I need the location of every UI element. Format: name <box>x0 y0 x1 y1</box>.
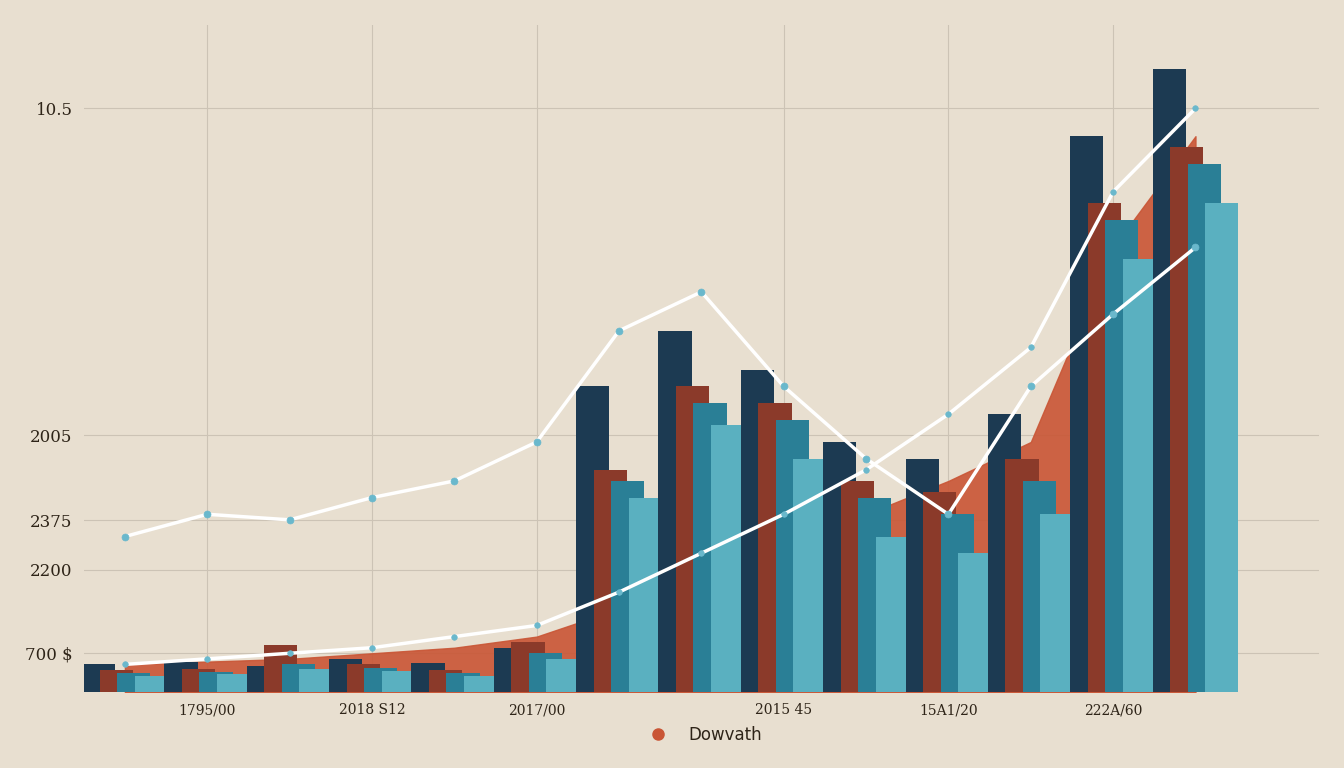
Bar <box>823 442 856 692</box>
Bar <box>1188 164 1220 692</box>
Bar <box>247 666 280 692</box>
Bar <box>612 481 644 692</box>
Bar <box>464 676 497 692</box>
Bar <box>1122 259 1156 692</box>
Bar <box>1070 136 1103 692</box>
Bar <box>1023 481 1056 692</box>
Bar <box>741 369 774 692</box>
Bar <box>99 670 133 692</box>
Bar <box>546 659 579 692</box>
Bar <box>659 331 692 692</box>
Bar <box>958 553 992 692</box>
Bar <box>117 673 151 692</box>
Bar <box>364 668 398 692</box>
Bar <box>941 515 974 692</box>
Bar <box>629 498 661 692</box>
Bar <box>841 481 874 692</box>
Bar <box>758 403 792 692</box>
Bar <box>493 647 527 692</box>
Bar <box>988 414 1021 692</box>
Bar <box>134 676 168 692</box>
Bar <box>775 420 809 692</box>
Bar <box>282 664 314 692</box>
Bar <box>265 645 297 692</box>
Bar <box>594 470 626 692</box>
Bar <box>347 664 380 692</box>
Bar <box>1206 203 1238 692</box>
Bar <box>906 458 939 692</box>
Bar <box>382 671 415 692</box>
Bar <box>446 673 480 692</box>
Bar <box>577 386 609 692</box>
Legend: Dowvath: Dowvath <box>634 720 769 750</box>
Bar <box>676 386 710 692</box>
Bar <box>300 669 332 692</box>
Bar <box>511 642 544 692</box>
Bar <box>711 425 745 692</box>
Bar <box>181 669 215 692</box>
Bar <box>216 674 250 692</box>
Bar <box>199 672 233 692</box>
Bar <box>1087 203 1121 692</box>
Bar <box>1005 458 1039 692</box>
Bar <box>528 654 562 692</box>
Bar <box>329 659 363 692</box>
Bar <box>82 664 116 692</box>
Bar <box>411 664 445 692</box>
Bar <box>1171 147 1203 692</box>
Bar <box>429 670 462 692</box>
Bar <box>859 498 891 692</box>
Bar <box>923 492 957 692</box>
Bar <box>793 458 827 692</box>
Bar <box>876 537 909 692</box>
Bar <box>164 661 198 692</box>
Bar <box>1153 69 1185 692</box>
Bar <box>694 403 727 692</box>
Bar <box>1105 220 1138 692</box>
Bar <box>1040 515 1074 692</box>
